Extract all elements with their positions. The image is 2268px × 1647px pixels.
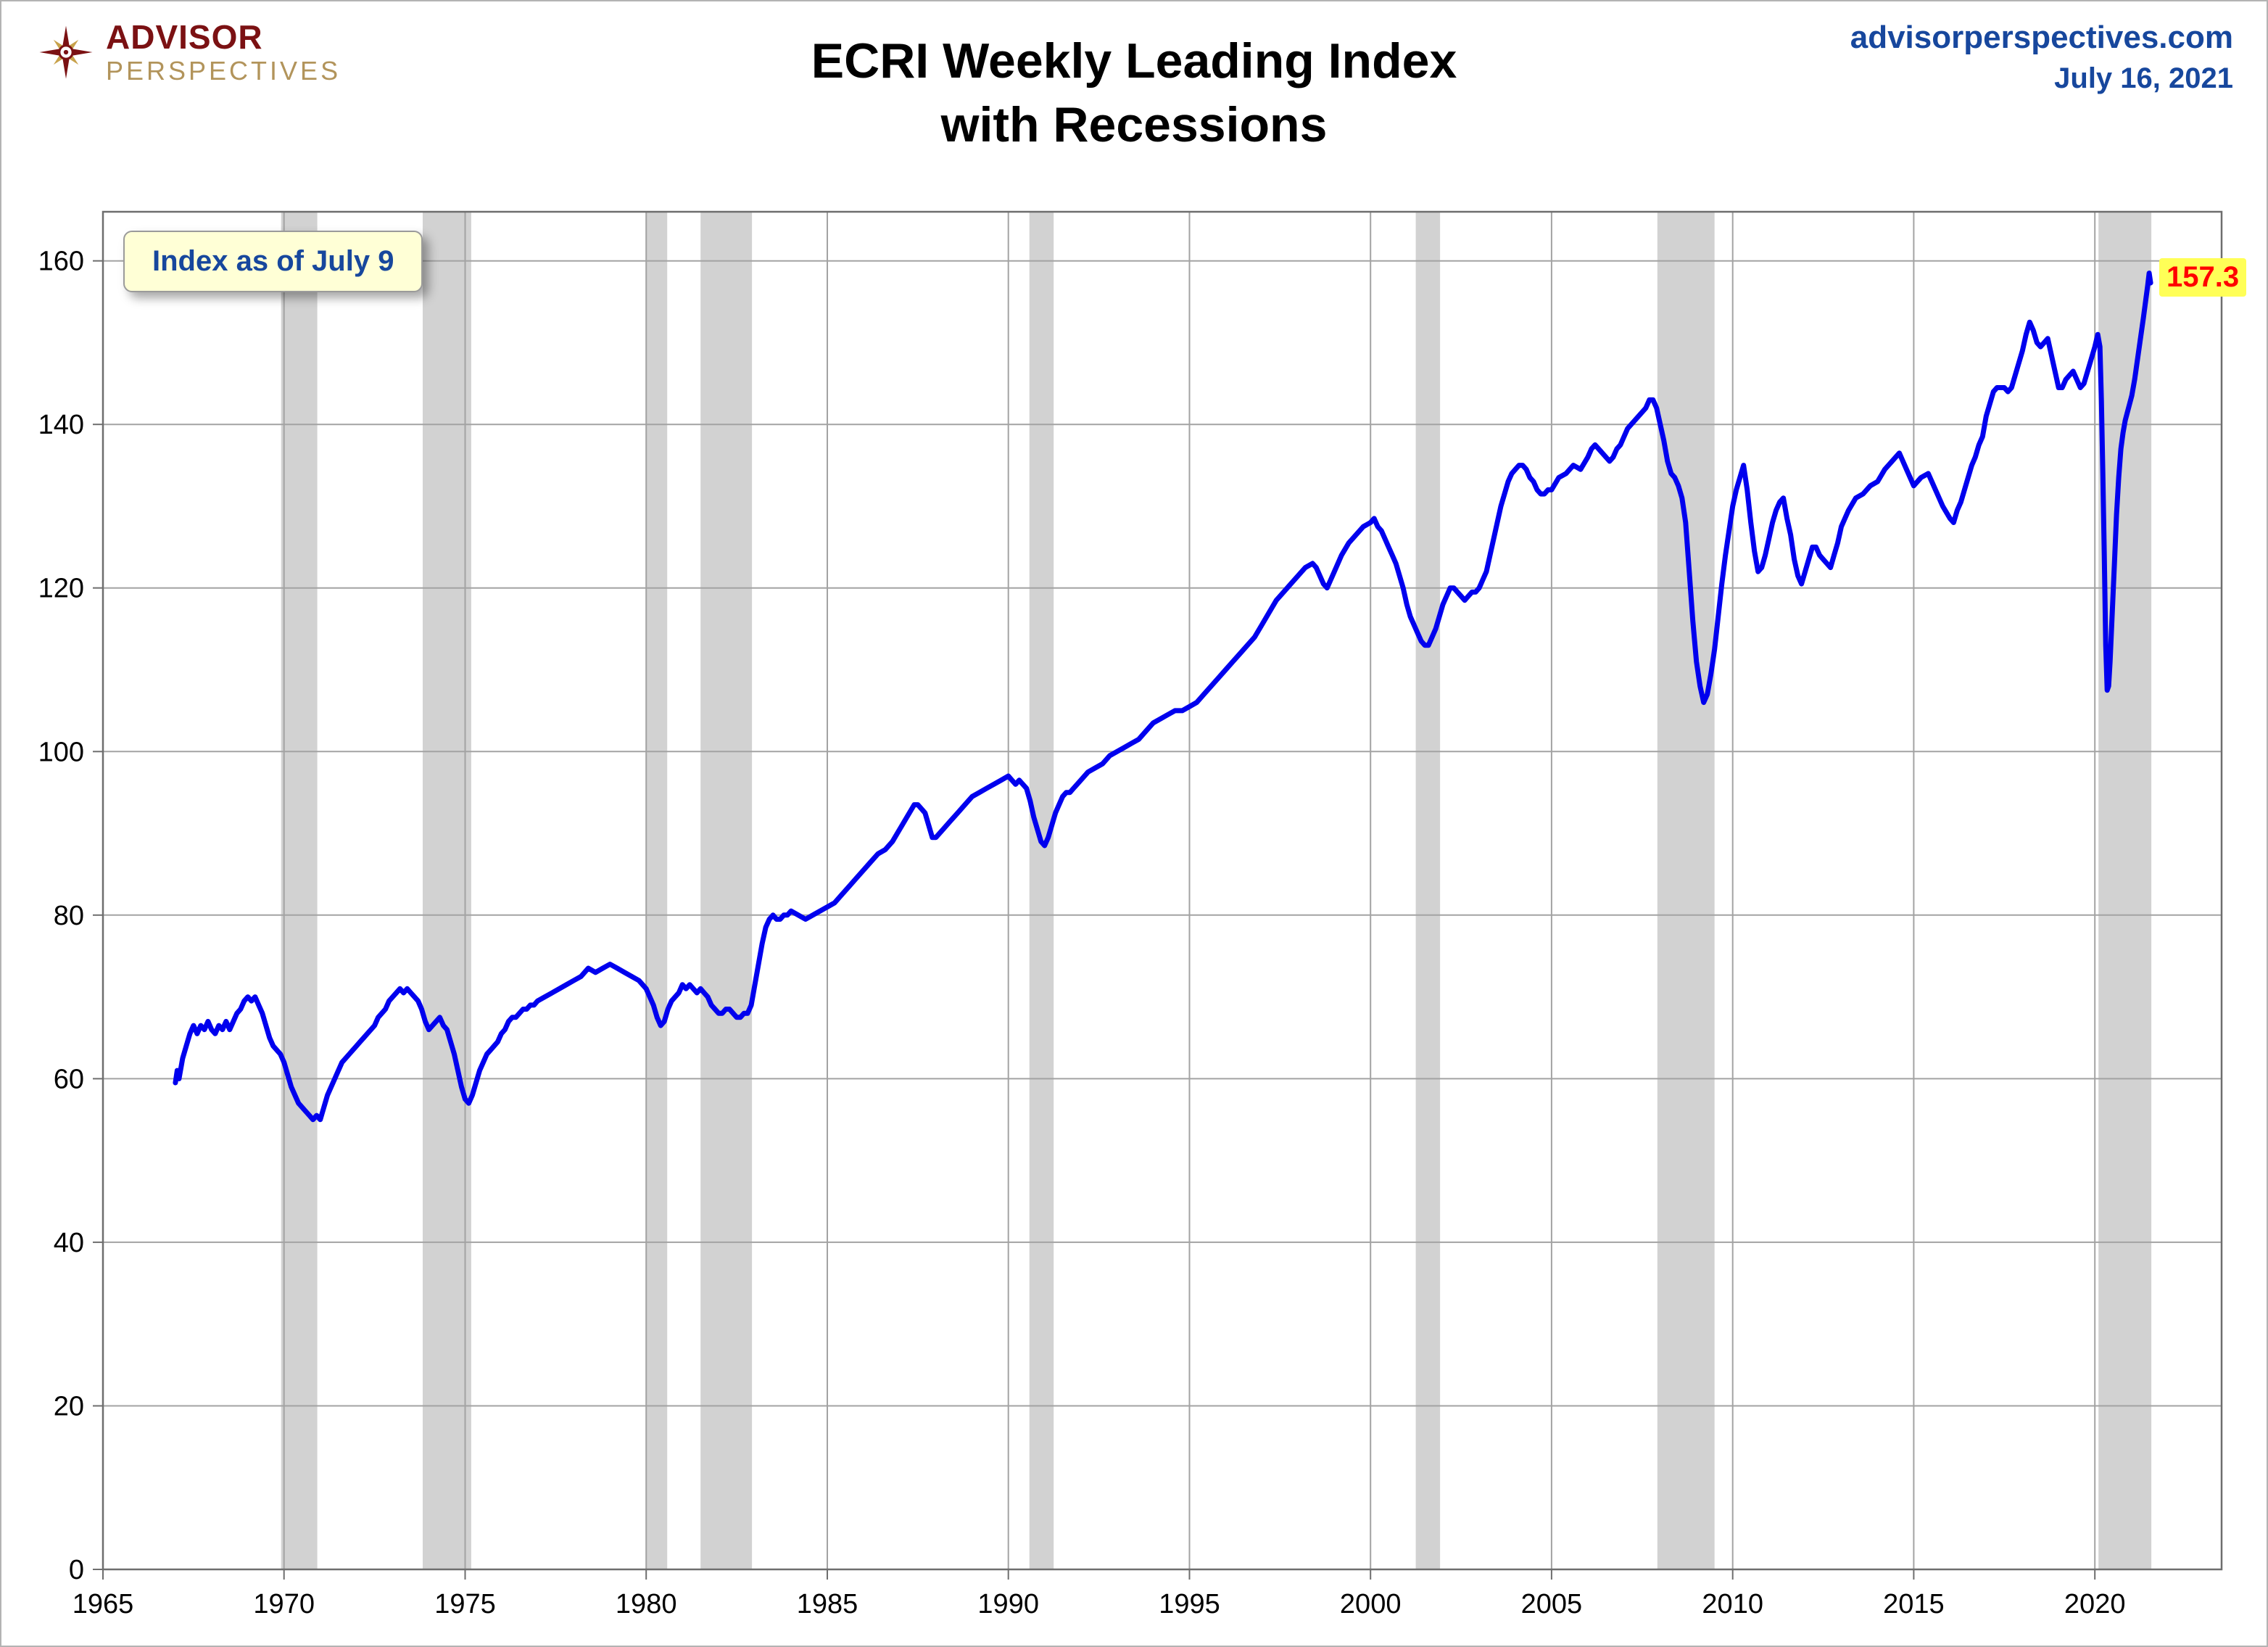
- source-block: advisorperspectives.com July 16, 2021: [1850, 20, 2233, 94]
- x-tick-label: 2000: [1340, 1589, 1402, 1619]
- x-tick-label: 1985: [797, 1589, 858, 1619]
- y-tick-label: 60: [54, 1064, 84, 1094]
- logo-text-advisor: ADVISOR: [106, 18, 263, 56]
- x-tick-label: 1970: [253, 1589, 315, 1619]
- x-tick-label: 1980: [616, 1589, 677, 1619]
- recession-band: [1029, 212, 1054, 1569]
- recession-band: [281, 212, 318, 1569]
- y-tick-label: 20: [54, 1392, 84, 1422]
- y-tick-label: 100: [38, 737, 84, 767]
- recession-band: [2098, 212, 2152, 1569]
- x-tick-label: 2010: [1702, 1589, 1763, 1619]
- site-url: advisorperspectives.com: [1850, 20, 2233, 55]
- logo-text-perspectives: PERSPECTIVES: [106, 56, 342, 86]
- chart-subtitle: with Recessions: [940, 97, 1328, 153]
- x-tick-label: 2005: [1521, 1589, 1583, 1619]
- chart-title: ECRI Weekly Leading Index: [811, 33, 1457, 88]
- recession-band: [700, 212, 753, 1569]
- recession-band: [1415, 212, 1441, 1569]
- recession-band: [423, 212, 471, 1569]
- x-tick-label: 2020: [2064, 1589, 2126, 1619]
- y-tick-label: 120: [38, 574, 84, 604]
- recession-band: [1657, 212, 1715, 1569]
- last-value-badge: 157.3: [2159, 258, 2247, 297]
- x-tick-label: 1990: [977, 1589, 1039, 1619]
- wli-line: [173, 271, 2153, 1123]
- compass-rose-icon: [39, 25, 93, 79]
- y-tick-label: 160: [38, 247, 84, 277]
- recession-band: [646, 212, 668, 1569]
- plot-border: [102, 210, 2223, 1571]
- report-date: July 16, 2021: [2054, 62, 2233, 95]
- x-tick-label: 1965: [73, 1589, 134, 1619]
- y-tick-label: 40: [54, 1228, 84, 1258]
- x-tick-label: 2015: [1883, 1589, 1945, 1619]
- annotation-box: Index as of July 9: [123, 231, 423, 292]
- annotation-label: Index as of July 9: [152, 245, 394, 277]
- x-tick-label: 1975: [434, 1589, 496, 1619]
- chart-title-block: ECRI Weekly Leading Index with Recession…: [811, 29, 1457, 157]
- logo-text: ADVISOR PERSPECTIVES: [106, 20, 341, 84]
- y-tick-label: 0: [69, 1555, 84, 1585]
- y-tick-label: 80: [54, 901, 84, 931]
- y-tick-label: 140: [38, 410, 84, 440]
- advisor-perspectives-logo: ADVISOR PERSPECTIVES: [38, 20, 341, 84]
- x-tick-label: 1995: [1159, 1589, 1220, 1619]
